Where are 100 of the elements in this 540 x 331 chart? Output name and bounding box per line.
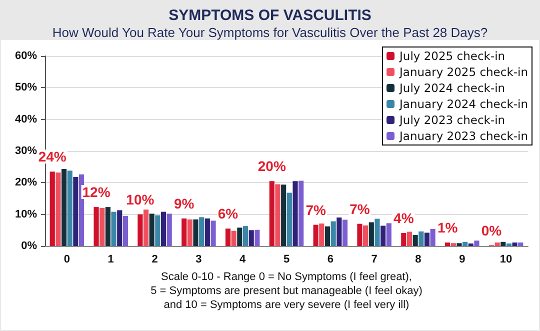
x-tick-label: 9 [459,254,466,266]
legend-label: January 2025 check-in [398,65,528,79]
bar [494,242,500,246]
legend-label: July 2024 check-in [398,81,506,95]
x-tick-label: 1 [108,254,114,266]
bar [313,224,318,246]
data-label: 12% [82,184,111,200]
x-tick-label: 4 [240,254,247,266]
chart-subtitle: How Would You Rate Your Symptoms for Vasculitis Over the Past 28 Days? [52,25,488,40]
bar [105,207,110,246]
legend-label: July 2023 check-in [398,113,506,127]
bar [462,242,468,246]
bar [324,226,330,246]
bar [94,207,99,246]
bar [62,169,67,246]
y-tick-label: 60% [14,50,38,62]
data-label: 1% [437,220,458,236]
bar [242,226,248,246]
bar [67,170,72,246]
y-tick-label: 0% [21,240,38,252]
x-tick-label: 7 [371,254,378,266]
x-tick-label: 0 [64,254,70,266]
bar [187,219,192,246]
bar [412,234,418,246]
data-label: 24% [38,148,67,165]
data-label: 10% [126,191,155,208]
bar [430,228,436,246]
bar [237,228,242,246]
bar [199,217,204,246]
bar [374,218,380,246]
bar [193,219,198,246]
bar [100,208,105,246]
data-label: 6% [218,206,239,222]
bar [445,242,450,246]
bar [357,224,362,246]
y-tick-label: 50% [14,82,38,94]
bar [204,218,210,246]
bar [56,172,61,246]
bar [518,242,524,246]
data-label: 20% [258,158,286,174]
x-tick-label: 8 [415,254,422,266]
bar [155,215,160,246]
y-tick-label: 20% [14,176,38,189]
legend-label: July 2025 check-in [398,49,506,63]
chart-title: SYMPTOMS OF VASCULITIS [168,7,372,24]
bar [401,233,406,246]
bar [149,214,154,246]
bar [111,212,116,246]
x-axis-title: Scale 0-10 - Range 0 = No Symptoms (I feel great), 5 = Symptoms are present but manageable (I feel okay) and 10 = Symptoms are very severe (I feel very ill) [150,270,422,311]
bar [418,231,424,246]
data-label: 4% [394,210,414,226]
x-tick-label: 6 [327,254,334,266]
bar [319,224,324,246]
bar [450,243,456,246]
bar [298,180,304,246]
y-tick-label: 30% [14,145,38,157]
x-tick-label: 10 [500,254,512,266]
bar [474,240,480,246]
bar [166,214,172,246]
data-label: 7% [306,202,326,218]
bar [182,218,187,246]
bar [424,232,430,246]
bar [248,230,254,246]
legend-label: January 2023 check-in [398,129,528,143]
data-label: 9% [174,195,195,212]
bar [138,214,143,246]
x-tick-label: 2 [152,254,158,266]
data-label: 0% [481,222,502,238]
bar [506,243,512,246]
bar [330,221,336,246]
bar [122,216,128,246]
bar [269,181,274,246]
data-label: 7% [350,200,370,217]
bar [210,220,216,246]
bar [286,192,292,246]
bar [342,220,348,246]
bar [281,184,286,246]
bar [50,172,55,246]
bar [143,210,149,246]
bar [292,181,298,246]
bar [160,212,166,246]
bar [512,242,518,246]
bar [368,222,374,246]
bar [117,210,122,246]
bar [468,243,474,246]
bar [254,230,260,246]
y-tick-label: 10% [14,208,38,220]
x-tick-label: 5 [283,254,290,266]
legend-label: January 2024 check-in [398,97,528,111]
y-tick-label: 40% [14,113,38,126]
bar [225,228,231,246]
bar [73,176,78,246]
bar [386,223,392,246]
bar [231,230,236,246]
bar [406,232,412,246]
bar [336,218,342,246]
bar [380,226,386,246]
bar [500,242,506,246]
bar [363,225,368,246]
x-tick-label: 3 [196,254,202,266]
